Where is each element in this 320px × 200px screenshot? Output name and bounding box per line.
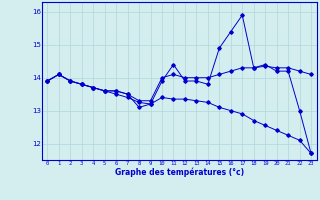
X-axis label: Graphe des températures (°c): Graphe des températures (°c) (115, 167, 244, 177)
